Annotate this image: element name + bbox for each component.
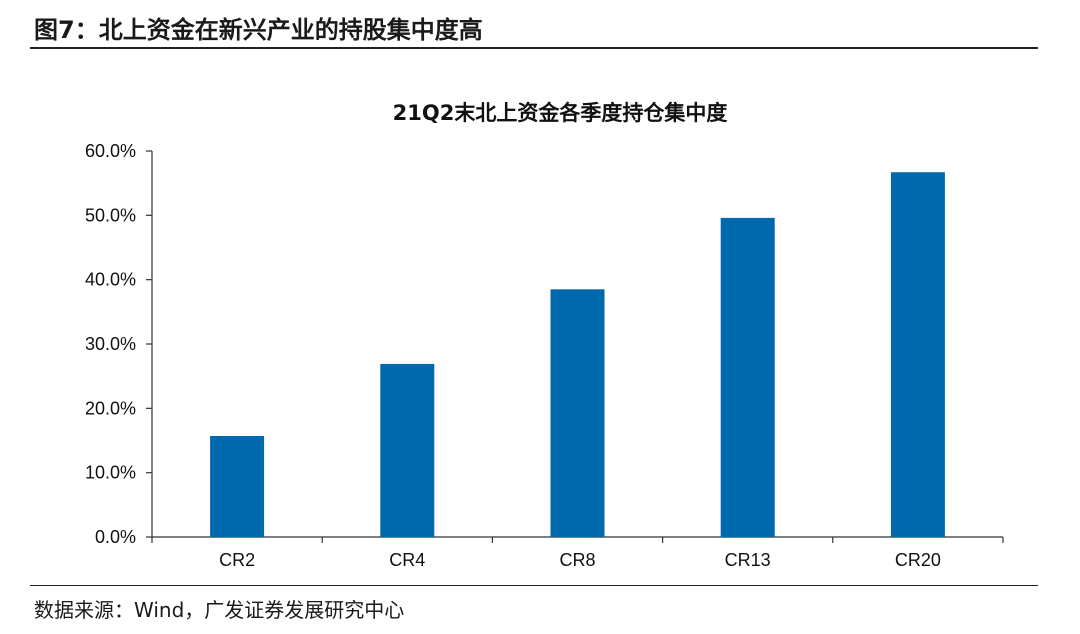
bottom-divider <box>30 585 1038 586</box>
y-tick-label: 20.0% <box>85 398 136 418</box>
bar-cr2 <box>210 435 265 537</box>
y-tick-label: 60.0% <box>85 141 136 161</box>
chart-title: 21Q2末北上资金各季度持仓集中度 <box>393 101 728 125</box>
plot-area: 0.0% 10.0% 20.0% 30.0% 40.0% 50.0% 60.0% CR2 CR4… <box>85 141 1004 570</box>
x-tick-label: CR4 <box>389 550 425 570</box>
x-tick-label: CR8 <box>559 550 595 570</box>
x-tick-label: CR13 <box>725 550 771 570</box>
y-tick-label: 50.0% <box>85 205 136 225</box>
y-tick-label: 0.0% <box>95 527 136 547</box>
top-divider <box>30 47 1038 49</box>
bar-cr8 <box>550 289 605 537</box>
x-tick-label: CR2 <box>219 550 255 570</box>
source-note: 数据来源：Wind，广发证券发展研究中心 <box>34 598 405 622</box>
y-tick-label: 10.0% <box>85 463 136 483</box>
bar-cr20 <box>890 172 945 538</box>
bar-cr4 <box>380 363 435 537</box>
y-tick-label: 40.0% <box>85 270 136 290</box>
bar-cr13 <box>720 217 775 537</box>
x-tick-label: CR20 <box>895 550 941 570</box>
figure-title: 图7：北上资金在新兴产业的持股集中度高 <box>34 16 483 44</box>
y-tick-label: 30.0% <box>85 334 136 354</box>
